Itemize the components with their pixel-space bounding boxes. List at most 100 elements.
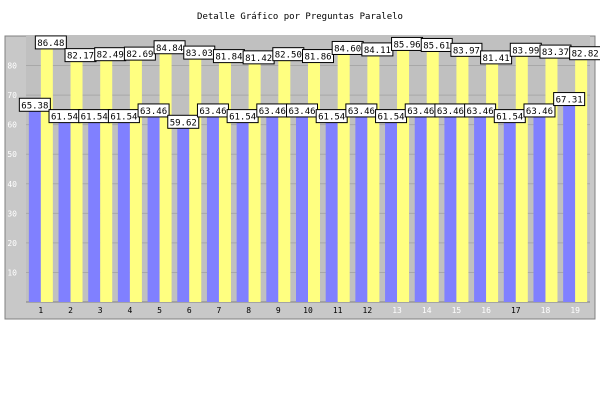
bar-series1	[355, 114, 368, 302]
bar-series2	[40, 46, 53, 302]
data-label-series2: 81.84	[215, 53, 242, 63]
bar-series2	[426, 48, 439, 303]
data-label-series2: 85.61	[423, 41, 450, 51]
x-tick-label: 17	[511, 306, 521, 315]
data-label-series2-box	[302, 49, 334, 64]
y-tick-label: 10	[7, 268, 17, 277]
data-label-series1: 63.46	[348, 107, 375, 117]
x-tick-label: 6	[187, 306, 192, 315]
data-label-series1: 63.46	[259, 107, 286, 117]
data-label-series2: 81.42	[245, 54, 272, 64]
data-label-series1: 65.38	[21, 101, 48, 111]
data-label-series1: 61.54	[51, 113, 78, 123]
y-tick-label: 30	[7, 209, 17, 218]
chart-title: Detalle Gráfico por Preguntas Paralelo	[197, 12, 403, 22]
data-label-series2: 82.69	[126, 50, 153, 60]
y-tick-label: 60	[7, 121, 17, 130]
bar-series2	[486, 61, 499, 303]
x-tick-label: 15	[452, 306, 462, 315]
data-label-series1-box	[523, 103, 556, 118]
y-tick-label: 70	[7, 91, 17, 100]
data-label-series2: 83.97	[453, 46, 480, 56]
x-tick-label: 18	[541, 306, 551, 315]
data-label-series2: 86.48	[37, 39, 64, 49]
data-label-series2: 84.84	[156, 44, 183, 54]
bar-series2	[308, 60, 320, 302]
bar-series2	[159, 51, 172, 302]
data-label-series2: 84.60	[334, 44, 361, 54]
data-label-series2: 84.11	[364, 46, 391, 56]
bar-series1	[266, 114, 279, 302]
data-label-series1: 67.31	[556, 96, 583, 106]
x-tick-label: 8	[246, 306, 251, 315]
bar-series2	[397, 47, 410, 302]
data-label-series1: 59.62	[170, 118, 197, 128]
bar-series1	[117, 120, 130, 302]
x-tick-label: 14	[422, 306, 432, 315]
x-tick-label: 19	[570, 306, 580, 315]
bar-series2	[278, 58, 291, 302]
bar-series1	[563, 103, 576, 302]
data-label-series2: 81.86	[304, 53, 331, 63]
bar-series1	[385, 120, 398, 302]
x-tick-label: 13	[392, 306, 402, 315]
bar-series1	[177, 125, 190, 302]
x-tick-label: 16	[481, 306, 491, 315]
y-tick-label: 20	[7, 239, 17, 248]
data-label-series2: 81.41	[483, 54, 510, 64]
data-label-series2: 83.37	[542, 48, 569, 58]
bar-series1	[325, 120, 338, 302]
bar-series1	[206, 114, 219, 302]
data-label-series1: 63.46	[407, 107, 434, 117]
bar-series1	[88, 120, 101, 302]
data-label-series1: 63.46	[140, 107, 167, 117]
x-tick-label: 5	[157, 306, 162, 315]
bar-series2	[218, 60, 231, 302]
x-tick-label: 9	[276, 306, 281, 315]
x-tick-label: 7	[217, 306, 222, 315]
bar-series1	[474, 114, 487, 302]
x-tick-label: 3	[98, 306, 103, 315]
bar-series2	[248, 61, 261, 302]
data-label-series1-box	[18, 97, 51, 112]
data-label-series2: 83.03	[186, 49, 213, 59]
data-label-series1: 61.54	[496, 113, 523, 123]
bar-series2	[367, 53, 380, 303]
bar-series1	[236, 120, 249, 302]
data-label-series2: 83.99	[512, 46, 539, 56]
data-label-series2: 82.17	[67, 52, 94, 62]
data-label-series1-box	[167, 114, 200, 129]
data-label-series1: 63.46	[199, 107, 226, 117]
bar-series1	[503, 120, 516, 302]
bar-series2	[337, 51, 350, 303]
bar-series2	[100, 58, 113, 302]
data-label-series2: 82.50	[275, 51, 302, 61]
bar-series1	[28, 108, 41, 302]
data-label-series1-box	[553, 92, 586, 107]
x-tick-label: 2	[68, 306, 73, 315]
data-label-series2-box	[450, 42, 483, 57]
bar-series1	[147, 114, 160, 302]
bar-series1	[58, 120, 71, 302]
data-label-series2-box	[480, 50, 513, 65]
data-label-series1: 61.54	[110, 113, 137, 123]
data-label-series1: 63.46	[437, 107, 464, 117]
y-tick-label: 40	[7, 180, 17, 189]
data-label-series2: 85.96	[394, 40, 421, 50]
data-label-series1: 63.46	[526, 107, 553, 117]
bar-series2	[456, 53, 469, 303]
x-tick-label: 11	[333, 306, 343, 315]
y-tick-label: 50	[7, 150, 17, 159]
bar-series1	[444, 114, 457, 302]
bar-series2	[129, 57, 142, 303]
data-label-series2-box	[569, 46, 600, 61]
data-label-series1: 61.54	[378, 113, 405, 123]
bar-series2	[575, 57, 588, 303]
bar-series1	[296, 114, 308, 302]
x-tick-label: 12	[363, 306, 373, 315]
x-tick-label: 10	[303, 306, 313, 315]
data-label-series1: 61.54	[229, 113, 256, 123]
data-label-series1: 61.54	[318, 113, 345, 123]
